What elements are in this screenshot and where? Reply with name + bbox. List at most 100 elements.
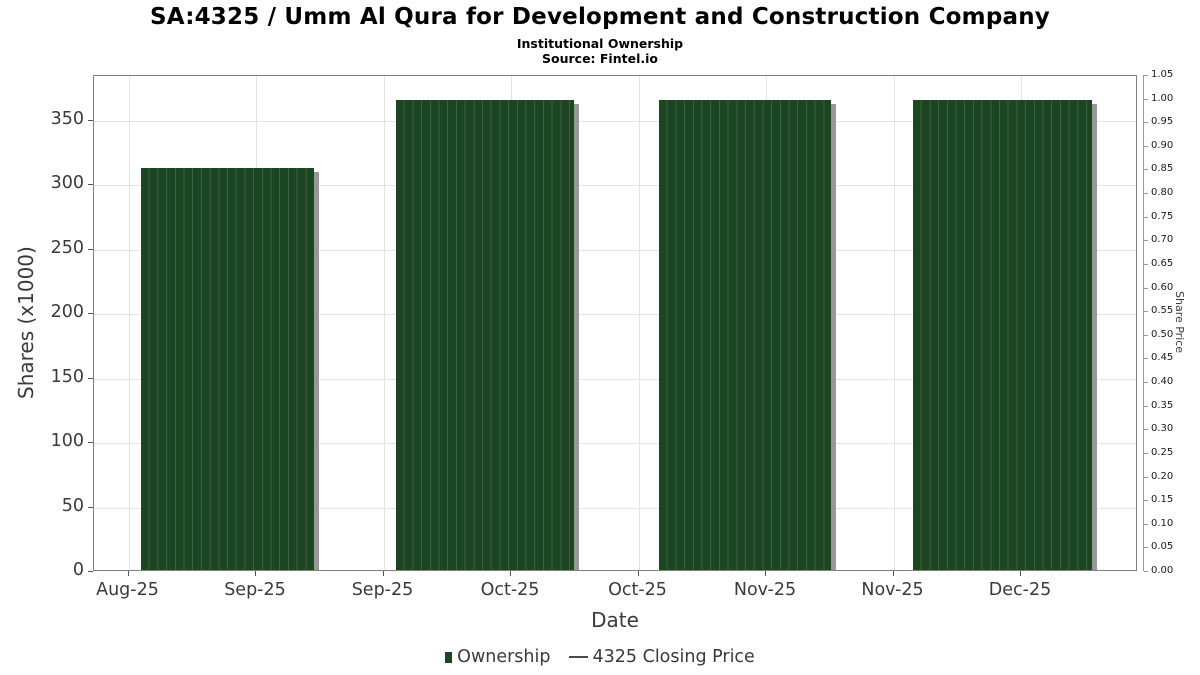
- y-tick-label-right: 0.15: [1151, 494, 1174, 506]
- y-tick-label-right: 0.20: [1151, 470, 1174, 482]
- y-tick-mark-left: [88, 313, 93, 314]
- y-tick-mark-left: [88, 506, 93, 508]
- x-tick-label: Aug-25: [96, 580, 159, 600]
- y-tick-label-right: 0.40: [1151, 376, 1174, 388]
- y-tick-mark-left: [88, 442, 93, 443]
- legend-item-ownership[interactable]: Ownership: [445, 647, 551, 667]
- x-tick-mark: [892, 571, 894, 576]
- y-tick-label-right: 1.05: [1151, 69, 1174, 80]
- x-tick-mark: [637, 571, 639, 576]
- y-tick-mark-right: [1144, 122, 1148, 124]
- plot-area: [93, 75, 1137, 571]
- gridline-horizontal: [94, 185, 1136, 186]
- gridline-vertical: [893, 76, 895, 570]
- gridline-horizontal: [94, 249, 1136, 251]
- y-tick-mark-left: [88, 377, 93, 379]
- y-tick-label-left: 200: [50, 302, 84, 322]
- y-tick-mark-right: [1144, 334, 1148, 336]
- gridline-horizontal: [94, 443, 1136, 444]
- y-tick-mark-right: [1144, 429, 1148, 431]
- y-tick-mark-right: [1144, 216, 1148, 218]
- x-tick-mark: [510, 571, 511, 576]
- y-axis-label-right: Share Price: [1173, 290, 1186, 354]
- y-tick-label-right: 0.55: [1151, 305, 1174, 317]
- y-tick-mark-left: [88, 119, 93, 121]
- y-tick-label-left: 300: [50, 173, 84, 193]
- gridline-horizontal: [94, 120, 1136, 122]
- line-swatch-icon: [568, 655, 588, 659]
- y-tick-mark-right: [1144, 523, 1148, 525]
- y-tick-mark-right: [1144, 571, 1148, 572]
- y-tick-label-left: 100: [50, 431, 84, 451]
- x-tick-label: Oct-25: [480, 580, 540, 600]
- ownership-bar[interactable]: [141, 167, 314, 570]
- gridline-horizontal: [94, 314, 1136, 315]
- y-tick-mark-right: [1144, 547, 1148, 549]
- gridline-vertical: [128, 76, 130, 570]
- x-tick-label: Nov-25: [861, 580, 924, 600]
- y-tick-label-left: 0: [72, 560, 84, 580]
- y-tick-label-left: 50: [61, 495, 84, 516]
- y-tick-mark-right: [1144, 382, 1148, 384]
- x-tick-mark: [382, 571, 384, 576]
- y-tick-mark-right: [1144, 500, 1148, 502]
- y-tick-mark-right: [1144, 287, 1148, 289]
- y-tick-mark-left: [88, 184, 93, 185]
- y-tick-label-right: 0.85: [1151, 163, 1174, 175]
- y-tick-label-right: 0.25: [1151, 446, 1174, 458]
- ownership-bar[interactable]: [913, 100, 1092, 570]
- y-tick-mark-right: [1144, 476, 1148, 478]
- y-tick-mark-right: [1144, 98, 1148, 100]
- y-tick-mark-right: [1144, 452, 1148, 454]
- y-tick-label-right: 0.80: [1151, 187, 1174, 199]
- y-tick-mark-right: [1144, 405, 1148, 407]
- y-tick-label-left: 350: [50, 108, 84, 129]
- gridline-horizontal: [94, 507, 1136, 509]
- y-tick-label-right: 0.65: [1151, 257, 1174, 269]
- gridline-vertical: [638, 76, 640, 570]
- gridline-vertical: [383, 76, 385, 570]
- y-tick-mark-right: [1144, 193, 1148, 195]
- y-tick-label-right: 0.95: [1151, 116, 1174, 128]
- legend-item-closing-price[interactable]: 4325 Closing Price: [568, 647, 755, 667]
- y-tick-label-right: 0.30: [1151, 423, 1174, 435]
- y-tick-mark-right: [1144, 311, 1148, 313]
- y-tick-label-right: 0.60: [1151, 281, 1174, 293]
- y-tick-label-right: 0.50: [1151, 328, 1174, 340]
- y-tick-label-right: 0.75: [1151, 210, 1174, 222]
- y-tick-mark-left: [88, 248, 93, 250]
- x-tick-mark: [255, 571, 256, 576]
- x-tick-label: Nov-25: [733, 580, 797, 600]
- legend-label: Ownership: [457, 647, 551, 667]
- y-tick-label-right: 0.05: [1151, 541, 1174, 553]
- y-tick-mark-right: [1144, 240, 1148, 242]
- x-tick-mark: [765, 571, 766, 576]
- legend: Ownership 4325 Closing Price: [0, 644, 1200, 670]
- chart-source: Source: Fintel.io: [542, 51, 658, 66]
- chart-title: SA:4325 / Umm Al Qura for Development an…: [150, 4, 1050, 30]
- y-tick-label-right: 0.90: [1151, 139, 1174, 151]
- y-tick-label-right: 0.10: [1151, 517, 1174, 529]
- y-tick-mark-left: [88, 571, 93, 572]
- y-tick-label-left: 250: [50, 237, 84, 258]
- x-tick-label: Sep-25: [351, 580, 414, 600]
- y-tick-mark-right: [1144, 75, 1148, 76]
- y-tick-label-right: 1.00: [1151, 92, 1174, 104]
- y-tick-mark-right: [1144, 145, 1148, 147]
- y-tick-label-right: 0.70: [1151, 234, 1174, 246]
- y-tick-label-left: 150: [50, 366, 84, 387]
- x-tick-mark: [1020, 571, 1021, 576]
- ownership-bar[interactable]: [396, 100, 574, 570]
- y-tick-mark-right: [1144, 169, 1148, 171]
- legend-label: 4325 Closing Price: [592, 647, 755, 667]
- x-tick-label: Oct-25: [608, 580, 667, 600]
- y-tick-label-right: 0.35: [1151, 399, 1174, 411]
- x-tick-label: Sep-25: [224, 580, 286, 600]
- right-axis-spine: [1143, 75, 1144, 571]
- y-tick-mark-right: [1144, 263, 1148, 265]
- chart-subtitle: Institutional Ownership: [516, 36, 684, 51]
- ownership-bar[interactable]: [659, 100, 831, 570]
- x-tick-label: Dec-25: [988, 580, 1052, 600]
- y-tick-mark-right: [1144, 358, 1148, 360]
